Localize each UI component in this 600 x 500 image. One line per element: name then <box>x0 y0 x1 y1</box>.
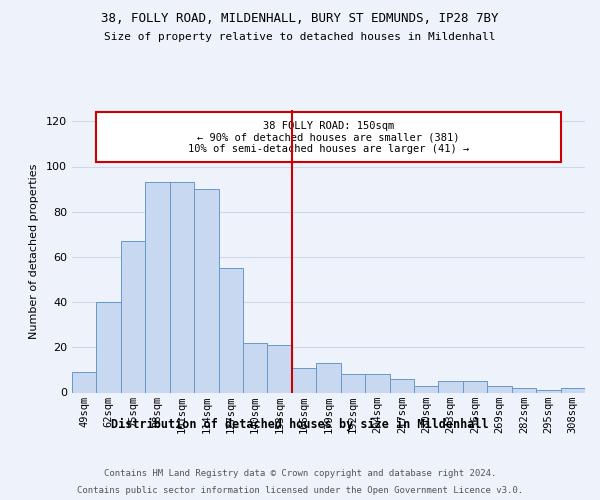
Bar <box>145 182 170 392</box>
Y-axis label: Number of detached properties: Number of detached properties <box>29 164 39 339</box>
Bar <box>439 381 463 392</box>
Bar <box>121 241 145 392</box>
Bar <box>72 372 97 392</box>
Bar <box>463 381 487 392</box>
Text: Contains HM Land Registry data © Crown copyright and database right 2024.: Contains HM Land Registry data © Crown c… <box>104 469 496 478</box>
Bar <box>487 386 512 392</box>
Bar <box>194 189 218 392</box>
Text: Distribution of detached houses by size in Mildenhall: Distribution of detached houses by size … <box>111 418 489 430</box>
Bar <box>268 345 292 393</box>
Bar <box>414 386 439 392</box>
Bar <box>218 268 243 392</box>
Bar <box>170 182 194 392</box>
Bar <box>560 388 585 392</box>
FancyBboxPatch shape <box>97 112 560 162</box>
Text: Size of property relative to detached houses in Mildenhall: Size of property relative to detached ho… <box>104 32 496 42</box>
Text: 38 FOLLY ROAD: 150sqm
← 90% of detached houses are smaller (381)
10% of semi-det: 38 FOLLY ROAD: 150sqm ← 90% of detached … <box>188 120 469 154</box>
Bar <box>536 390 560 392</box>
Bar <box>389 379 414 392</box>
Text: Contains public sector information licensed under the Open Government Licence v3: Contains public sector information licen… <box>77 486 523 495</box>
Text: 38, FOLLY ROAD, MILDENHALL, BURY ST EDMUNDS, IP28 7BY: 38, FOLLY ROAD, MILDENHALL, BURY ST EDMU… <box>101 12 499 26</box>
Bar <box>243 343 268 392</box>
Bar <box>365 374 389 392</box>
Bar <box>316 363 341 392</box>
Bar <box>292 368 316 392</box>
Bar <box>97 302 121 392</box>
Bar <box>341 374 365 392</box>
Bar <box>512 388 536 392</box>
